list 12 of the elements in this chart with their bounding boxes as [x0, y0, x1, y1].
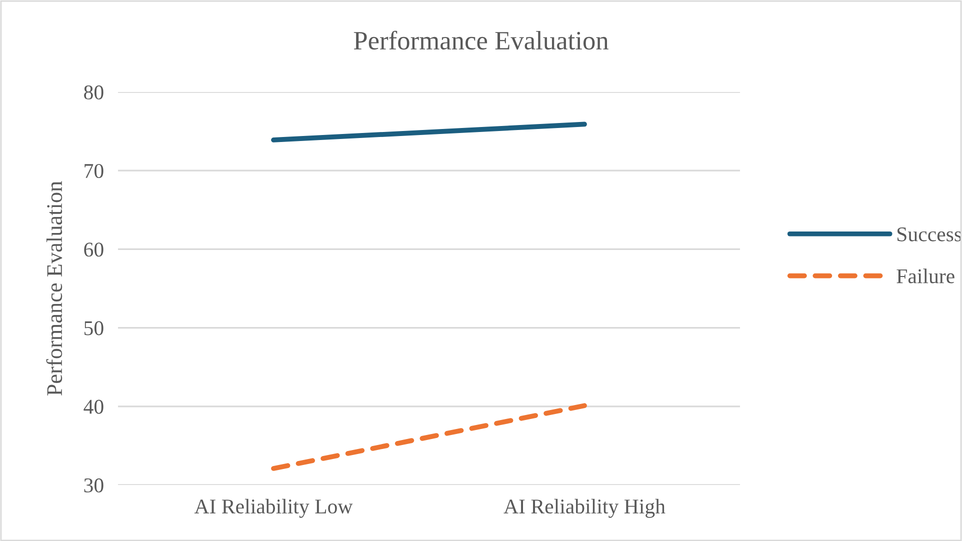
legend-label: Success: [897, 227, 962, 242]
x-tick-label: AI Reliability High: [504, 498, 666, 518]
y-tick-label: 30: [84, 478, 104, 492]
chart-title: Performance Evaluation: [354, 30, 608, 50]
y-tick-label: 40: [84, 400, 104, 414]
y-tick-label: 50: [84, 321, 104, 336]
y-axis-title: Performance Evaluation: [46, 181, 62, 396]
y-tick-label: 60: [84, 242, 104, 257]
legend-label: Failure: [896, 268, 954, 284]
x-tick-label: AI Reliability Low: [194, 498, 353, 518]
y-tick-label: 80: [84, 85, 104, 100]
y-tick-label: 70: [84, 164, 104, 178]
